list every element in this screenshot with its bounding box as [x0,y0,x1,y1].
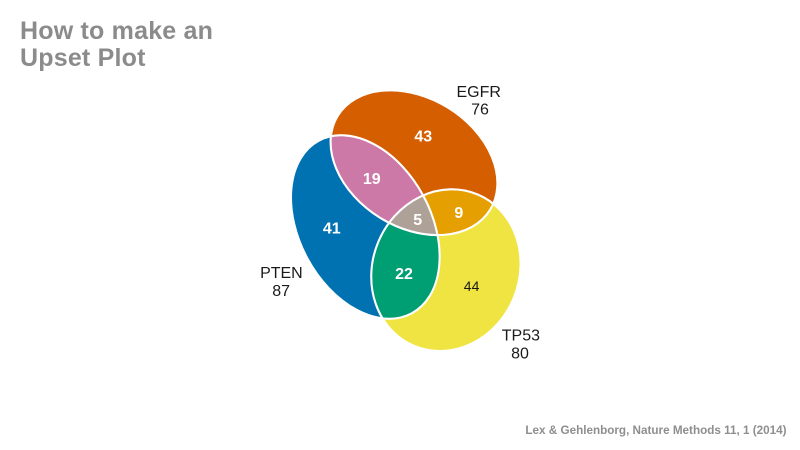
svg-text:76: 76 [471,101,489,118]
svg-text:5: 5 [413,212,422,229]
svg-text:19: 19 [363,171,381,188]
svg-text:44: 44 [464,278,480,294]
svg-text:22: 22 [395,266,413,283]
svg-text:41: 41 [323,221,341,238]
svg-text:87: 87 [272,283,290,300]
svg-text:EGFR: EGFR [456,84,500,101]
svg-text:PTEN: PTEN [260,265,303,282]
svg-text:80: 80 [511,345,529,362]
svg-text:43: 43 [414,129,432,146]
svg-text:TP53: TP53 [502,328,540,345]
svg-text:9: 9 [454,205,463,222]
